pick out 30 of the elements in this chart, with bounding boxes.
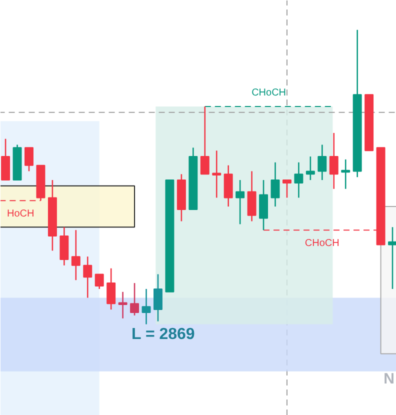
candlestick bbox=[294, 162, 304, 198]
candlestick bbox=[318, 144, 327, 181]
candlestick bbox=[259, 179, 268, 231]
band-label: L = 2869 bbox=[132, 326, 195, 344]
ref-line-label: CHoCH bbox=[252, 87, 286, 98]
candlestick bbox=[142, 288, 151, 325]
candlestick bbox=[200, 106, 210, 175]
ref-line-label: CHoCH bbox=[304, 238, 340, 250]
candlestick bbox=[270, 162, 280, 208]
candlestick bbox=[118, 291, 128, 320]
text: N bbox=[384, 370, 395, 388]
candlestick bbox=[329, 132, 338, 190]
ref-line-label: HoCH bbox=[6, 208, 34, 220]
candlestick bbox=[83, 256, 92, 298]
candlestick bbox=[247, 170, 256, 222]
candlestick bbox=[94, 274, 104, 290]
candlestick bbox=[60, 226, 69, 266]
candlestick bbox=[71, 229, 80, 281]
candlestick bbox=[130, 282, 140, 316]
candlestick bbox=[306, 156, 315, 181]
candlestick bbox=[236, 179, 245, 225]
candlestick bbox=[154, 274, 162, 322]
candlestick bbox=[1, 138, 10, 181]
candlestick bbox=[341, 158, 350, 190]
candlestick bbox=[224, 164, 233, 208]
candlestick bbox=[24, 147, 34, 172]
candlestick bbox=[212, 150, 222, 198]
candlestick bbox=[106, 268, 116, 310]
candlestick bbox=[388, 226, 396, 290]
candlestick bbox=[282, 179, 292, 198]
